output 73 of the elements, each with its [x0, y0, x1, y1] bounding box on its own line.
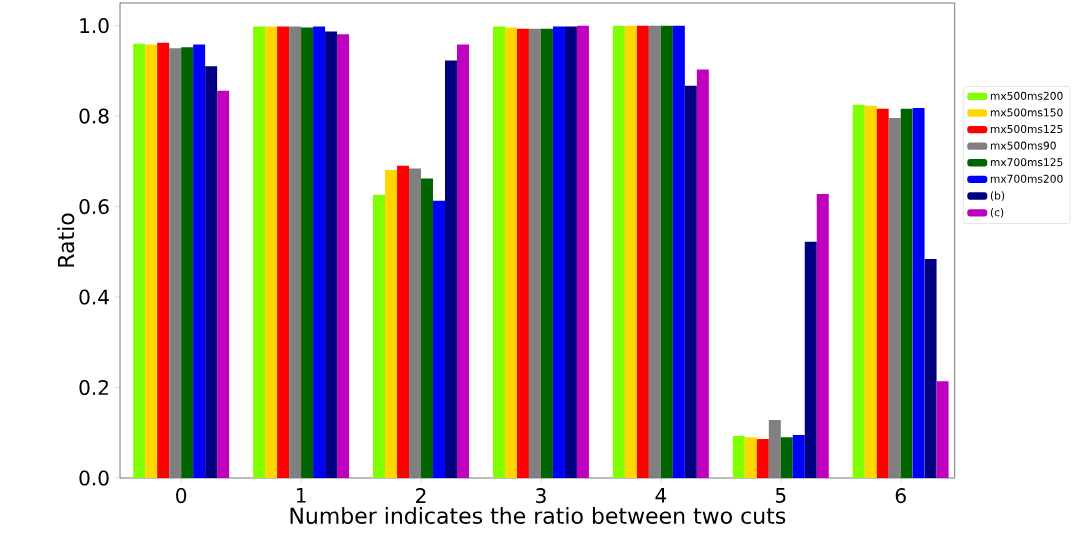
- bar: [492, 26, 505, 478]
- bar: [169, 48, 182, 478]
- bar: [744, 437, 757, 478]
- bar: [804, 241, 817, 478]
- bar: [181, 47, 194, 478]
- x-tick-label: 5: [775, 488, 786, 503]
- x-tick-label: 2: [416, 488, 426, 503]
- x-tick-label: 0: [176, 488, 187, 504]
- legend-label: mx500ms200: [990, 91, 1063, 100]
- bar: [576, 25, 589, 478]
- legend-label: mx500ms125: [990, 124, 1063, 134]
- bar: [265, 26, 278, 478]
- bar: [684, 85, 697, 478]
- legend-label: mx700ms125: [990, 158, 1063, 167]
- bar: [337, 34, 350, 478]
- bar: [636, 25, 649, 478]
- legend-label: (c): [990, 208, 1004, 218]
- bar: [816, 193, 829, 478]
- x-tick-label: 1: [296, 488, 306, 503]
- x-axis-title: Number indicates the ratio between two cuts: [290, 507, 786, 525]
- bar: [660, 25, 673, 478]
- bar: [624, 25, 637, 478]
- bar: [385, 169, 398, 478]
- legend-label: mx500ms90: [990, 141, 1056, 150]
- bar: [540, 28, 553, 478]
- bar: [313, 26, 326, 478]
- bar: [936, 381, 949, 478]
- bar: [852, 104, 865, 478]
- bar: [301, 27, 314, 478]
- bar: [456, 44, 469, 478]
- bar: [672, 25, 685, 478]
- legend-label: (b): [990, 191, 1005, 201]
- bar: [552, 26, 565, 478]
- y-tick-label: 0.0: [79, 470, 109, 486]
- bar: [217, 90, 230, 478]
- bar: [445, 60, 457, 478]
- bar: [612, 25, 625, 478]
- bar: [373, 194, 386, 478]
- bar: [864, 105, 877, 478]
- bar: [433, 200, 445, 478]
- bar: [205, 66, 218, 478]
- x-tick-label: 6: [895, 488, 906, 504]
- bar: [193, 44, 206, 478]
- y-axis-title: Ratio: [57, 213, 75, 267]
- bar: [325, 31, 338, 478]
- y-tick-label: 0.4: [79, 289, 109, 305]
- bar: [397, 165, 410, 478]
- x-tick-label: 4: [655, 488, 667, 503]
- bar: [900, 108, 913, 478]
- bar: [732, 435, 745, 478]
- bar: [133, 43, 146, 478]
- bar: [696, 69, 709, 478]
- y-tick-label: 1.0: [80, 18, 109, 34]
- y-tick-label: 0.8: [79, 108, 109, 124]
- bar: [876, 108, 889, 478]
- y-tick-label: 0.6: [79, 199, 109, 215]
- bar: [421, 178, 434, 478]
- bar: [924, 259, 937, 478]
- y-tick-label: 0.2: [79, 379, 108, 396]
- bar: [504, 27, 517, 478]
- bar: [792, 435, 805, 478]
- bar: [780, 437, 793, 478]
- x-tick-label: 3: [536, 488, 546, 504]
- legend-label: mx700ms200: [990, 174, 1063, 183]
- bar: [912, 107, 925, 478]
- bar: [277, 26, 290, 478]
- legend-label: mx500ms150: [990, 108, 1063, 117]
- bar: [516, 28, 529, 478]
- bar: [253, 26, 266, 478]
- bar: [157, 42, 170, 478]
- bar: [145, 44, 158, 478]
- bar: [756, 439, 769, 478]
- bar: [564, 26, 577, 478]
